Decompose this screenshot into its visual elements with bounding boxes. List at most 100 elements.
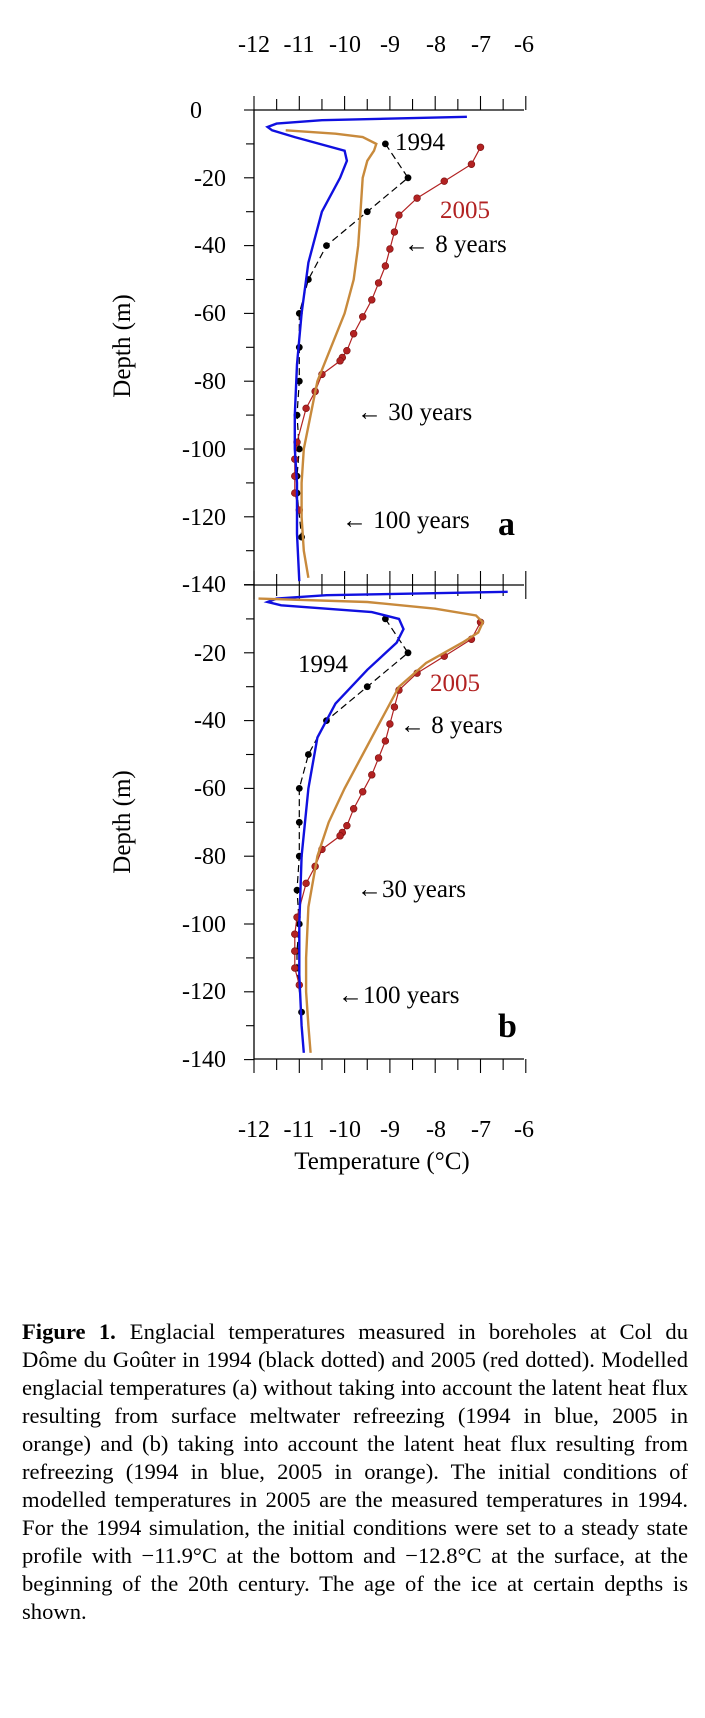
measured-2005-point xyxy=(336,357,344,365)
y-tick-label: -120 xyxy=(182,979,226,1005)
measured-1994-point xyxy=(404,649,412,657)
x-tick-label: -8 xyxy=(426,32,446,58)
y-tick-label: -100 xyxy=(182,437,226,463)
measured-2005-point xyxy=(336,832,344,840)
x-tick-label: -12 xyxy=(238,1117,270,1143)
measured-1994-point xyxy=(381,615,389,623)
figure-1: -12 -11 -10 -9 -8 -7 -6 -12 -11 -10 -9 -… xyxy=(109,32,534,1175)
x-tick-label: -9 xyxy=(380,1117,400,1143)
label-2005-b: 2005 xyxy=(430,670,480,697)
x-tick-label: -12 xyxy=(238,32,270,58)
age-8-years-a: ← 8 years xyxy=(404,231,507,258)
x-tick-label: -7 xyxy=(471,1117,491,1143)
y-tick-label: -80 xyxy=(194,844,226,870)
measured-2005-point xyxy=(302,404,310,413)
measured-2005-point xyxy=(374,754,383,762)
y-tick-label: -60 xyxy=(194,776,226,802)
x-tick-label: -9 xyxy=(380,32,400,58)
measured-1994-point xyxy=(323,242,330,250)
measured-2005-point xyxy=(386,245,394,253)
model-2005-line xyxy=(285,129,378,579)
y-tick-labels-b: -20 -40 -60 -80 -100 -120 -140 xyxy=(182,641,226,1073)
x-tick-label: -6 xyxy=(514,1117,534,1143)
measured-2005-point xyxy=(476,143,485,151)
age-100-years-b: ←100 years xyxy=(338,982,460,1009)
y-tick-label: -40 xyxy=(194,233,226,259)
x-tick-labels-bottom: -12 -11 -10 -9 -8 -7 -6 xyxy=(238,1117,534,1143)
measured-1994-point xyxy=(404,174,412,182)
y-tick-label: -140 xyxy=(182,572,226,598)
y-tick-label: -60 xyxy=(194,301,226,327)
panel-label-a: a xyxy=(498,506,515,543)
measured-2005-point xyxy=(381,737,390,745)
measured-2005-point xyxy=(349,805,358,813)
measured-2005-point xyxy=(390,703,399,711)
measured-1994-line xyxy=(296,143,409,538)
age-100-years-a: ← 100 years xyxy=(342,507,470,534)
measured-2005-point xyxy=(291,930,299,938)
measured-2005-point xyxy=(291,964,299,972)
panel-b-plot xyxy=(258,590,508,1053)
measured-2005-point xyxy=(390,228,399,236)
measured-2005-point xyxy=(302,879,310,888)
measured-2005-point xyxy=(381,262,390,270)
measured-1994-point xyxy=(295,785,303,792)
measured-1994-point xyxy=(293,886,301,894)
model-2005-line xyxy=(258,597,485,1053)
measured-1994-point xyxy=(363,683,371,691)
measured-1994-point xyxy=(295,377,303,385)
x-tick-label: -10 xyxy=(329,32,361,58)
age-30-years-b: ←30 years xyxy=(357,876,466,903)
y-tick-label: -100 xyxy=(182,912,226,938)
measured-2005-point xyxy=(359,788,367,796)
model-1994-line xyxy=(265,115,467,582)
measured-1994-point xyxy=(295,445,303,453)
measured-2005-point xyxy=(349,330,358,338)
measured-2005-point xyxy=(343,821,351,830)
caption-text: Englacial temperatures measured in boreh… xyxy=(22,1319,688,1624)
panel-label-b: b xyxy=(498,1008,517,1045)
measured-2005-point xyxy=(440,177,448,185)
measured-1994-point xyxy=(363,208,371,216)
y-tick-labels-a: 0 -20 -40 -60 -80 -100 -120 -140 xyxy=(182,98,226,598)
label-1994-b: 1994 xyxy=(298,651,349,678)
y-tick-label: -20 xyxy=(194,166,226,192)
x-tick-label: -8 xyxy=(426,1117,446,1143)
measured-2005-point xyxy=(386,720,394,728)
panel-a-plot xyxy=(265,115,485,582)
y-tick-label: -20 xyxy=(194,641,226,667)
age-8-years-b: ← 8 years xyxy=(400,712,503,739)
measured-1994-point xyxy=(295,818,303,826)
x-tick-label: -6 xyxy=(514,32,534,58)
x-tick-label: -11 xyxy=(283,1117,314,1143)
figure-caption: Figure 1. Englacial temperatures measured… xyxy=(22,1318,688,1626)
age-30-years-a: ← 30 years xyxy=(357,399,472,426)
y-tick-label: -120 xyxy=(182,505,226,531)
label-1994-a: 1994 xyxy=(395,129,446,156)
y-tick-label: -140 xyxy=(182,1047,226,1073)
measured-2005-point xyxy=(343,346,351,355)
y-tick-label: 0 xyxy=(190,98,202,124)
x-tick-label: -10 xyxy=(329,1117,361,1143)
x-axis-label: Temperature (°C) xyxy=(294,1148,470,1175)
y-tick-label: -40 xyxy=(194,708,226,734)
measured-2005-point xyxy=(368,296,376,304)
y-axis-label-b: Depth (m) xyxy=(109,770,136,873)
measured-2005-point xyxy=(368,771,376,779)
measured-2005-point xyxy=(413,194,421,202)
x-tick-label: -7 xyxy=(471,32,491,58)
measured-2005-point xyxy=(291,947,299,955)
measured-1994-point xyxy=(304,751,312,758)
x-tick-label: -11 xyxy=(283,32,314,58)
model-1994-line xyxy=(263,590,508,1053)
y-tick-label: -80 xyxy=(194,369,226,395)
caption-label: Figure 1. xyxy=(22,1319,116,1344)
measured-1994-point xyxy=(381,140,389,148)
measured-2005-point xyxy=(359,313,367,321)
measured-2005-point xyxy=(467,160,476,168)
y-axis-label-a: Depth (m) xyxy=(109,294,136,397)
measured-2005-point xyxy=(395,211,403,219)
label-2005-a: 2005 xyxy=(440,197,490,224)
measured-2005-point xyxy=(374,279,383,287)
x-tick-labels-top: -12 -11 -10 -9 -8 -7 -6 xyxy=(238,32,534,58)
